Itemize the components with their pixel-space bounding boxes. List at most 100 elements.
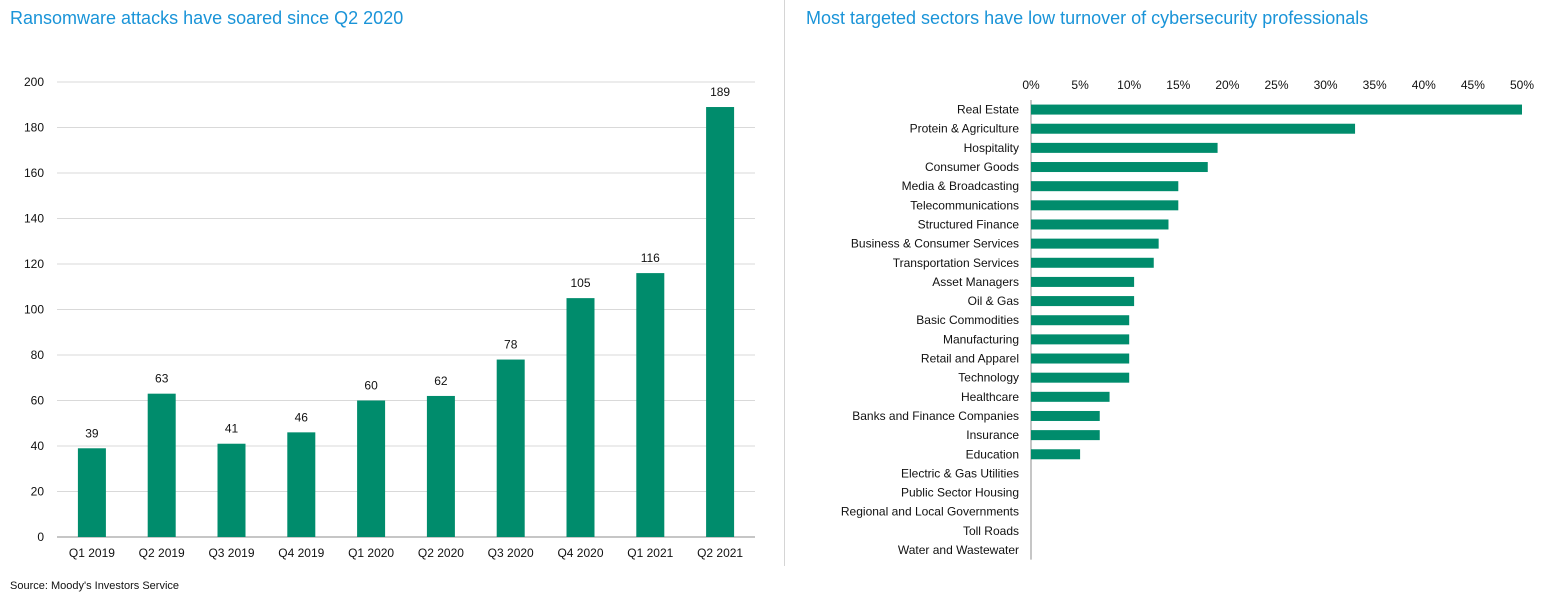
right-bar [1031,238,1159,249]
left-data-label: 189 [710,85,730,99]
left-x-tick-label: Q1 2020 [348,546,394,560]
left-x-tick-label: Q2 2021 [697,546,743,560]
right-category-label: Manufacturing [943,332,1019,346]
left-data-label: 105 [570,276,590,290]
right-category-label: Electric & Gas Utilities [901,466,1019,480]
left-x-tick-label: Q3 2019 [208,546,254,560]
right-x-tick-label: 50% [1510,78,1534,92]
right-bar [1031,410,1100,421]
left-y-tick-label: 100 [24,303,44,317]
right-bar [1031,200,1179,211]
panel-divider [784,0,785,566]
left-x-tick-label: Q3 2020 [488,546,534,560]
right-bar [1031,353,1130,364]
right-x-tick-label: 0% [1022,78,1040,92]
right-bar [1031,391,1110,402]
left-data-label: 41 [225,422,239,436]
left-bar [426,395,455,537]
right-category-label: Structured Finance [918,217,1020,231]
right-category-label: Asset Managers [932,275,1019,289]
left-data-label: 63 [155,372,169,386]
left-bar [566,298,595,537]
right-x-tick-label: 40% [1412,78,1436,92]
right-x-tick-label: 35% [1363,78,1387,92]
right-bar [1031,372,1130,383]
left-y-tick-label: 180 [24,121,44,135]
right-x-tick-label: 25% [1264,78,1288,92]
right-category-label: Media & Broadcasting [902,179,1019,193]
left-x-axis-ticks: Q1 2019 Q2 2019 Q3 2019 Q4 2019 Q1 2020 Q2 20… [69,546,744,560]
right-category-label: Business & Consumer Services [851,237,1019,251]
right-category-label: Education [966,447,1019,461]
left-bar [496,359,525,537]
left-data-label: 46 [295,410,309,424]
left-data-label: 78 [504,338,518,352]
right-bar [1031,142,1218,153]
left-x-tick-label: Q1 2021 [627,546,673,560]
source-note: Source: Moody's Investors Service [10,580,180,592]
right-bar [1031,449,1081,460]
right-bar [1031,276,1135,287]
right-bar [1031,219,1169,230]
left-bar [357,400,386,537]
right-category-label: Healthcare [961,390,1019,404]
right-x-tick-label: 30% [1314,78,1338,92]
right-bar [1031,334,1130,345]
left-data-label: 62 [434,374,448,388]
right-category-label: Technology [958,371,1019,385]
left-bars [77,107,735,538]
right-category-labels: Real Estate Protein & Agriculture Hospital… [841,103,1019,557]
right-x-tick-label: 15% [1166,78,1190,92]
right-category-label: Regional and Local Governments [841,505,1019,519]
right-chart-title: Most targeted sectors have low turnover … [806,8,1369,28]
right-bars [1031,104,1522,460]
left-data-label: 39 [85,426,99,440]
right-category-label: Retail and Apparel [921,352,1019,366]
right-x-tick-label: 20% [1215,78,1239,92]
left-data-label: 60 [364,379,378,393]
right-category-label: Toll Roads [963,524,1019,538]
left-data-labels: 39 63 41 46 60 62 78 105 116 189 [85,85,730,440]
left-x-tick-label: Q2 2019 [139,546,185,560]
right-bar [1031,181,1179,192]
right-x-tick-label: 10% [1117,78,1141,92]
left-y-tick-label: 80 [31,348,45,362]
left-bar [217,443,246,537]
ransomware-attacks-chart: 0 20 40 60 80 100 120 140 160 180 200 39 63 41 46 60 62… [24,75,755,560]
left-y-axis-ticks: 0 20 40 60 80 100 120 140 160 180 200 [24,75,44,544]
right-x-tick-label: 45% [1461,78,1485,92]
right-category-label: Public Sector Housing [901,486,1019,500]
left-x-tick-label: Q2 2020 [418,546,464,560]
left-x-tick-label: Q1 2019 [69,546,115,560]
left-bar [77,448,106,537]
right-category-label: Real Estate [957,103,1019,117]
left-bar [636,273,665,537]
left-bar [147,393,176,537]
right-category-label: Insurance [966,428,1019,442]
left-y-tick-label: 60 [31,394,45,408]
right-bar [1031,315,1130,326]
right-bar [1031,162,1208,173]
left-bar [287,432,316,537]
right-x-tick-label: 5% [1071,78,1089,92]
right-category-label: Telecommunications [910,198,1019,212]
left-x-tick-label: Q4 2019 [278,546,324,560]
left-y-tick-label: 160 [24,166,44,180]
right-x-axis-ticks: 0% 5% 10% 15% 20% 25% 30% 35% 40% 45% 50% [1022,78,1534,560]
left-y-tick-label: 0 [37,530,44,544]
left-y-tick-label: 40 [31,439,45,453]
left-bar [706,107,735,538]
right-bar [1031,257,1154,268]
right-category-label: Oil & Gas [968,294,1019,308]
left-y-tick-label: 200 [24,75,44,89]
sector-turnover-chart: 0% 5% 10% 15% 20% 25% 30% 35% 40% 45% 50% Real Est… [841,78,1534,560]
right-category-label: Banks and Finance Companies [852,409,1019,423]
left-chart-title: Ransomware attacks have soared since Q2 … [10,8,404,28]
right-category-label: Transportation Services [893,256,1019,270]
right-bar [1031,104,1522,115]
left-y-tick-label: 140 [24,212,44,226]
left-x-tick-label: Q4 2020 [557,546,603,560]
right-bar [1031,296,1135,307]
right-category-label: Protein & Agriculture [910,122,1020,136]
right-bar [1031,123,1356,134]
